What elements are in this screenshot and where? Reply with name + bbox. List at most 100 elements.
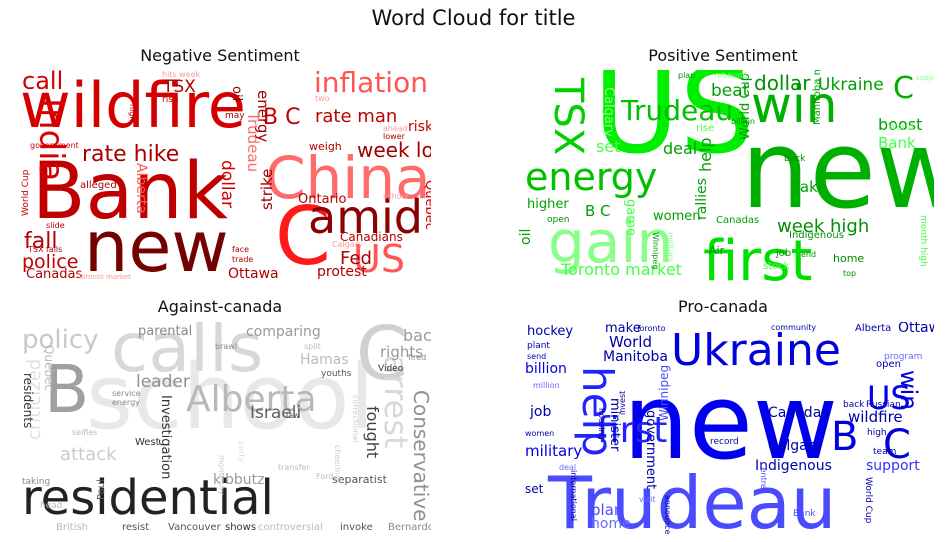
cloud-word: Vancouver: [168, 522, 222, 533]
cloud-word: school: [383, 192, 409, 201]
cloud-word: invest: [618, 391, 627, 415]
cloud-word: C: [883, 422, 911, 468]
cloud-word: Trudeau: [244, 111, 262, 172]
cloud-word: resist: [122, 522, 149, 533]
cloud-word: policy: [22, 325, 99, 355]
cloud-word: split: [304, 342, 321, 351]
cloud-word: brawl: [215, 342, 237, 351]
cloud-word: Fed: [340, 248, 372, 269]
cloud-word: rate hike: [82, 142, 179, 167]
cloud-word: government: [643, 410, 658, 489]
cloud-word: China: [265, 144, 431, 212]
cloud-word: may: [225, 111, 245, 121]
cloud-word: set: [525, 482, 544, 496]
cloud-word: law: [286, 411, 300, 420]
cloud-word: monarchy: [217, 455, 226, 495]
cloud-word: US: [867, 379, 911, 417]
cloud-word: boost: [878, 115, 922, 134]
wordcloud-positive: US new win gain first energy TSX Trudeau dollar U…: [513, 70, 934, 285]
cloud-word: Toronto: [635, 324, 666, 333]
cloud-word: rise: [162, 95, 179, 105]
cloud-word: plan: [678, 71, 695, 80]
cloud-word: new: [84, 206, 229, 285]
cloud-word: cheering: [333, 445, 342, 480]
cloud-word: win: [895, 370, 921, 410]
cloud-word: Quebec: [42, 345, 56, 391]
cloud-word: rise: [696, 123, 714, 134]
cloud-word: week low: [357, 138, 431, 162]
cloud-word: make: [605, 322, 641, 336]
cloud-word: Russian: [866, 400, 901, 410]
cloud-word: Ukraine: [671, 325, 841, 376]
cloud-word: Canadians: [340, 230, 403, 244]
cloud-word: military: [666, 232, 675, 263]
cloud-word: Calgary: [332, 240, 363, 249]
cloud-word: slide: [46, 221, 65, 230]
cloud-word: ahead: [383, 124, 408, 133]
cloud-word: new: [741, 108, 934, 233]
cloud-word: plan: [591, 501, 623, 519]
cloud-word: transfer: [278, 463, 310, 472]
cloud-word: Toronto market: [77, 273, 131, 281]
cloud-word: top: [843, 269, 856, 278]
cloud-word: month high: [918, 215, 928, 267]
cloud-word: kibbutz: [213, 472, 264, 488]
cloud-word: support: [916, 74, 934, 82]
cloud-word: protest: [317, 264, 367, 280]
cloud-word: help: [573, 366, 622, 457]
panel-title-pro: Pro-canada: [678, 297, 768, 316]
cloud-word: women: [653, 209, 701, 224]
cloud-word: set: [596, 137, 620, 156]
cloud-word: rate hike: [930, 192, 934, 258]
cloud-word: Ottawa: [898, 322, 934, 336]
cloud-word: Bernardo: [388, 522, 431, 533]
wordcloud-against: school residential calls B C Alberta policy arr…: [10, 322, 431, 537]
cloud-word: first: [597, 410, 667, 451]
cloud-word: job: [775, 248, 791, 259]
cloud-word: B: [831, 414, 858, 460]
cloud-word: team: [873, 447, 896, 457]
cloud-word: trade: [232, 255, 253, 264]
panel-title-against: Against-canada: [157, 297, 283, 316]
cloud-word: beat: [711, 81, 750, 101]
panel-title-negative: Negative Sentiment: [140, 46, 300, 65]
cloud-word: India: [31, 98, 71, 181]
figure-title: Word Cloud for title: [371, 6, 576, 30]
cloud-word: million: [533, 381, 560, 390]
cloud-word: B C: [263, 105, 300, 130]
cloud-word: Israeli: [250, 403, 301, 423]
cloud-word: home: [833, 252, 864, 265]
cloud-word: Toronto market: [560, 260, 682, 279]
cloud-word: amid: [308, 190, 423, 244]
cloud-word: criticized: [24, 359, 45, 440]
cloud-word: home: [591, 516, 631, 532]
cloud-word: service: [112, 389, 141, 398]
cloud-word: fought: [363, 406, 382, 458]
cloud-word: Alberta: [186, 379, 317, 420]
cloud-word: Calgary: [601, 87, 616, 137]
cloud-word: gain: [548, 208, 673, 276]
cloud-word: energy: [525, 155, 657, 199]
cloud-word: minister: [607, 398, 622, 452]
cloud-word: open: [547, 215, 569, 225]
cloud-word: back: [403, 326, 431, 345]
cloud-word: Alberta: [855, 323, 891, 334]
cloud-word: wildfire: [848, 408, 903, 426]
cloud-word: Winnipeg: [651, 232, 660, 269]
cloud-word: controversial: [258, 522, 323, 533]
cloud-word: strike: [258, 169, 276, 210]
cloud-word: fall: [24, 229, 57, 254]
cloud-word: comparing: [246, 324, 321, 340]
cloud-word: weigh: [309, 140, 342, 153]
cloud-word: Ontario: [298, 192, 346, 207]
cloud-word: alleged: [80, 180, 117, 191]
cloud-word: World: [609, 333, 652, 351]
cloud-word: face: [232, 245, 249, 254]
cloud-word: World Cup: [21, 169, 31, 216]
cloud-word: Canadas: [768, 405, 829, 421]
cloud-word: send: [527, 352, 546, 361]
cloud-word: B C: [585, 202, 611, 220]
